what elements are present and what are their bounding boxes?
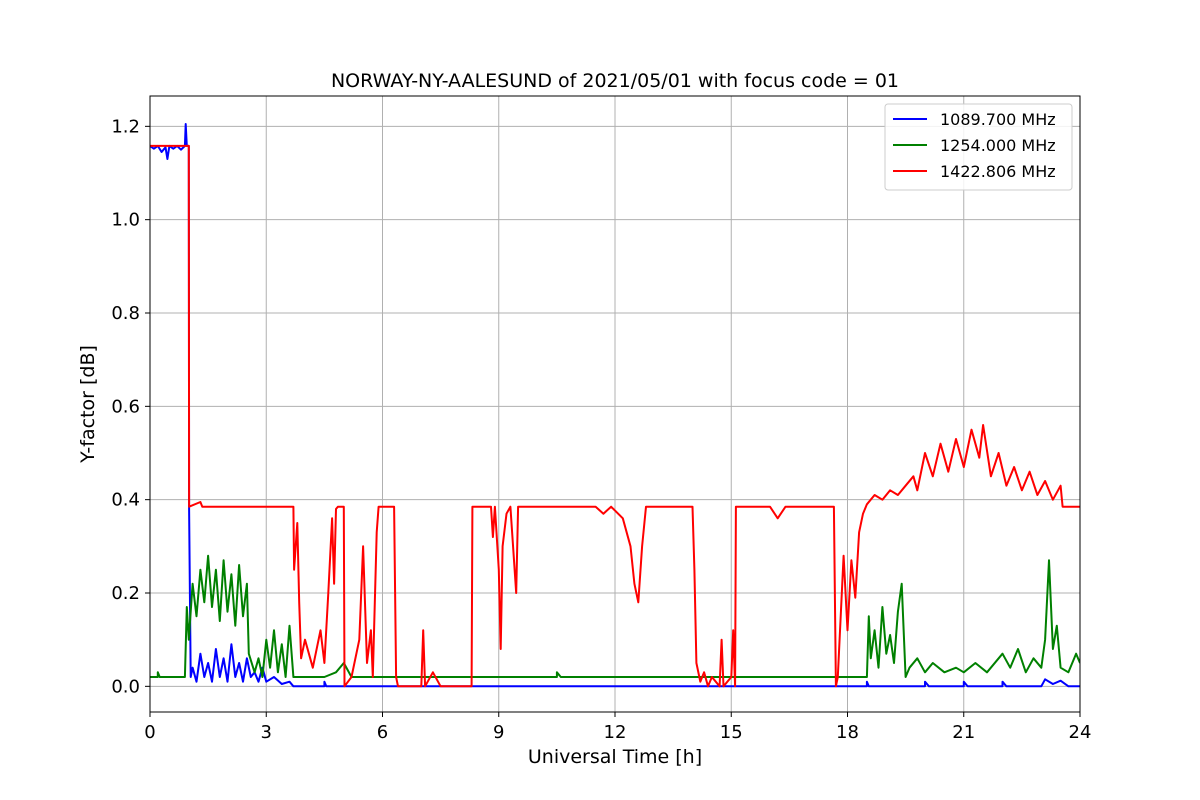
y-tick-label: 0.8 <box>111 303 140 324</box>
legend: 1089.700 MHz 1254.000 MHz 1422.806 MHz <box>884 103 1073 191</box>
legend-box <box>884 103 1073 191</box>
x-tick-label: 3 <box>261 722 272 743</box>
series-layer <box>150 123 1080 688</box>
series-line-3 <box>150 144 1080 688</box>
legend-label: 1254.000 MHz <box>940 136 1056 155</box>
series-line-2 <box>150 554 1080 678</box>
y-axis-label: Y-factor [dB] <box>77 345 99 464</box>
y-tick-label: 0.0 <box>111 676 140 697</box>
y-tick-label: 1.2 <box>111 116 140 137</box>
x-tick-label: 9 <box>493 722 504 743</box>
grid <box>149 96 1081 712</box>
y-tick-label: 0.6 <box>111 396 140 417</box>
x-tick-label: 12 <box>604 722 627 743</box>
axis-ticks: 0 3 6 9 12 15 18 21 24 0.0 0.2 0.4 0.6 0.8 1.0 1.2 <box>111 116 1091 743</box>
y-tick-label: 1.0 <box>111 210 140 231</box>
legend-label: 1422.806 MHz <box>940 162 1056 181</box>
x-axis-label: Universal Time [h] <box>528 746 702 768</box>
x-tick-label: 0 <box>144 722 155 743</box>
x-tick-label: 21 <box>952 722 975 743</box>
x-tick-label: 15 <box>720 722 743 743</box>
chart-title: NORWAY-NY-AALESUND of 2021/05/01 with fo… <box>331 70 899 92</box>
y-tick-label: 0.2 <box>111 583 140 604</box>
x-tick-label: 18 <box>836 722 859 743</box>
legend-label: 1089.700 MHz <box>940 110 1056 129</box>
series-line-1 <box>150 123 1080 688</box>
y-tick-label: 0.4 <box>111 490 140 511</box>
x-tick-label: 6 <box>377 722 388 743</box>
x-tick-label: 24 <box>1069 722 1092 743</box>
